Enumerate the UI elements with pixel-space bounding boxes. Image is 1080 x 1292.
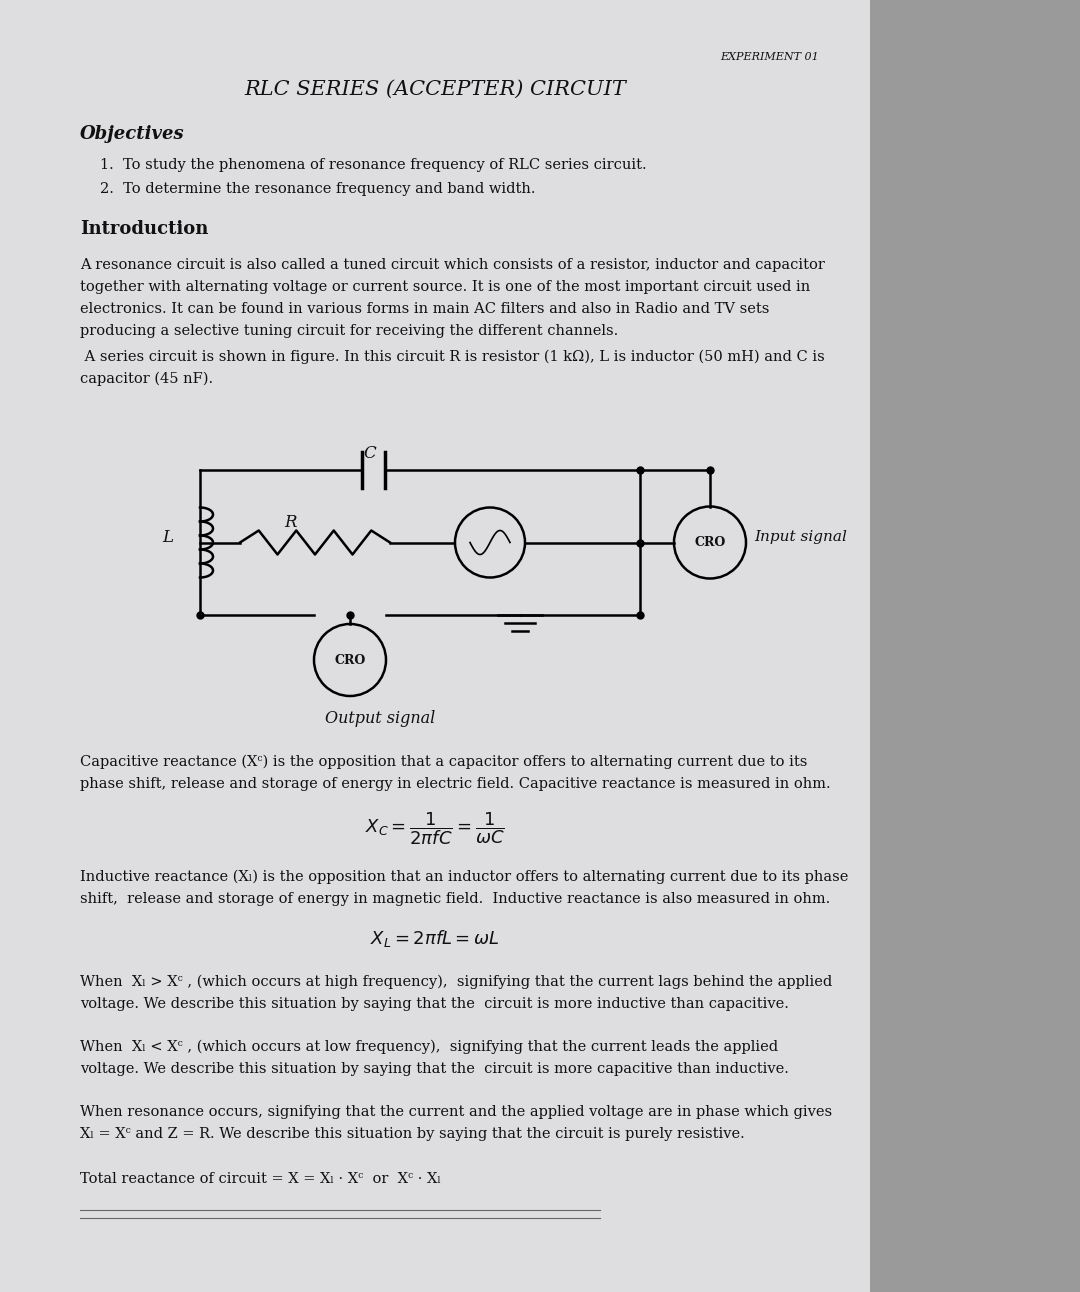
Text: Inductive reactance (Xₗ) is the opposition that an inductor offers to alternatin: Inductive reactance (Xₗ) is the oppositi… [80,870,849,885]
Circle shape [314,624,386,696]
Bar [0,0,870,1292]
Circle shape [455,508,525,578]
Text: voltage. We describe this situation by saying that the  circuit is more inductiv: voltage. We describe this situation by s… [80,997,788,1012]
Text: C: C [364,444,376,463]
Text: Output signal: Output signal [325,711,435,727]
Text: shift,  release and storage of energy in magnetic field.  Inductive reactance is: shift, release and storage of energy in … [80,891,831,906]
Text: A resonance circuit is also called a tuned circuit which consists of a resistor,: A resonance circuit is also called a tun… [80,258,825,273]
Text: R: R [284,514,296,531]
Text: RLC SERIES (ACCEPTER) CIRCUIT: RLC SERIES (ACCEPTER) CIRCUIT [244,80,626,99]
Text: Introduction: Introduction [80,220,208,238]
Text: $X_L = 2\pi f L = \omega L$: $X_L = 2\pi f L = \omega L$ [370,928,500,950]
Text: CRO: CRO [335,654,366,667]
Text: CRO: CRO [694,536,726,549]
Circle shape [674,506,746,579]
Text: producing a selective tuning circuit for receiving the different channels.: producing a selective tuning circuit for… [80,324,618,339]
Text: Total reactance of circuit = X = Xₗ · Xᶜ  or  Xᶜ · Xₗ: Total reactance of circuit = X = Xₗ · Xᶜ… [80,1172,441,1186]
Text: Xₗ = Xᶜ and Z = R. We describe this situation by saying that the circuit is pure: Xₗ = Xᶜ and Z = R. We describe this situ… [80,1127,745,1141]
Text: A series circuit is shown in figure. In this circuit R is resistor (1 kΩ), L is : A series circuit is shown in figure. In … [80,350,825,364]
Text: voltage. We describe this situation by saying that the  circuit is more capaciti: voltage. We describe this situation by s… [80,1062,788,1076]
Text: Input signal: Input signal [754,531,847,544]
Bar [870,0,1080,1292]
Text: 2.  To determine the resonance frequency and band width.: 2. To determine the resonance frequency … [100,182,536,196]
Text: Objectives: Objectives [80,125,185,143]
Text: electronics. It can be found in various forms in main AC filters and also in Rad: electronics. It can be found in various … [80,302,769,317]
Text: L: L [162,528,174,547]
Text: Capacitive reactance (Xᶜ) is the opposition that a capacitor offers to alternati: Capacitive reactance (Xᶜ) is the opposit… [80,755,808,770]
Text: together with alternating voltage or current source. It is one of the most impor: together with alternating voltage or cur… [80,280,810,295]
Text: capacitor (45 nF).: capacitor (45 nF). [80,372,213,386]
Text: When resonance occurs, signifying that the current and the applied voltage are i: When resonance occurs, signifying that t… [80,1105,832,1119]
Text: $X_C = \dfrac{1}{2\pi fC} = \dfrac{1}{\omega C}$: $X_C = \dfrac{1}{2\pi fC} = \dfrac{1}{\o… [365,810,504,846]
Text: When  Xₗ > Xᶜ , (which occurs at high frequency),  signifying that the current l: When Xₗ > Xᶜ , (which occurs at high fre… [80,975,833,990]
Text: When  Xₗ < Xᶜ , (which occurs at low frequency),  signifying that the current le: When Xₗ < Xᶜ , (which occurs at low freq… [80,1040,778,1054]
Text: 1.  To study the phenomena of resonance frequency of RLC series circuit.: 1. To study the phenomena of resonance f… [100,158,647,172]
Text: EXPERIMENT 01: EXPERIMENT 01 [720,52,819,62]
Text: phase shift, release and storage of energy in electric field. Capacitive reactan: phase shift, release and storage of ener… [80,776,831,791]
